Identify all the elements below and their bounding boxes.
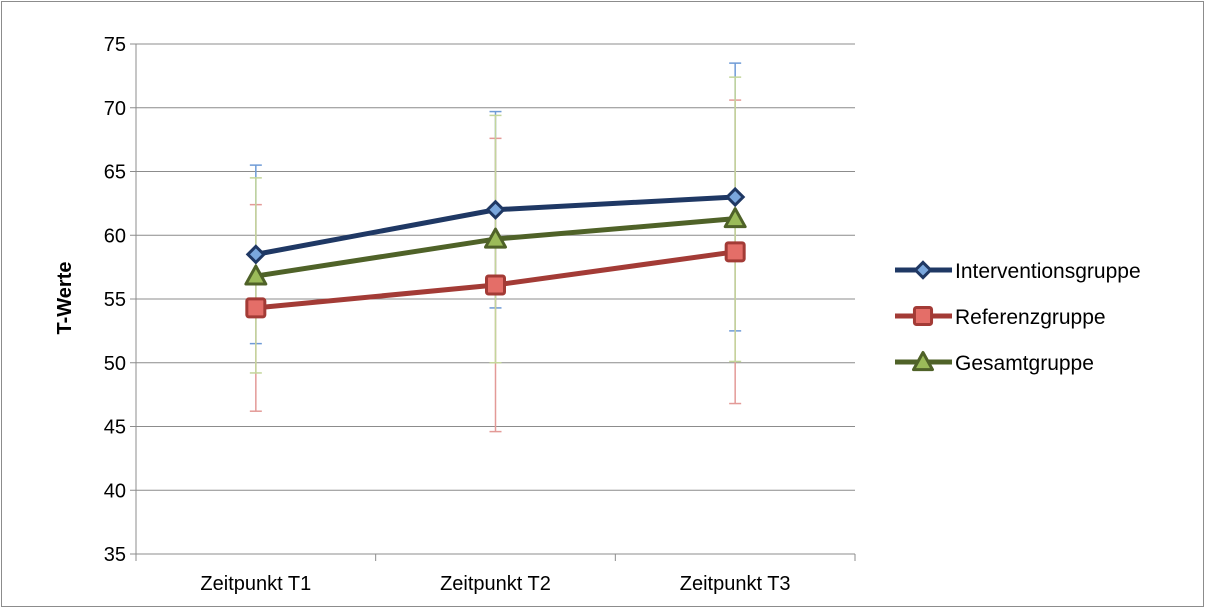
data-point-marker (484, 227, 507, 249)
legend-label: Referenzgruppe (955, 306, 1106, 329)
data-point-marker (244, 264, 268, 286)
y-tick-label: 65 (104, 162, 126, 184)
legend-marker (912, 305, 934, 327)
y-tick-label: 45 (104, 417, 126, 439)
tick-labels: 35 40 45 50 55 60 65 70 75 Zeitpunkt T1 Zeitpunkt … (104, 34, 791, 595)
x-tick-label: Zeitpunkt T2 (440, 573, 551, 595)
data-point-marker (724, 241, 746, 263)
legend-marker (913, 260, 933, 280)
data-point-marker (245, 297, 267, 319)
y-tick-label: 35 (104, 544, 126, 566)
series-markers (244, 186, 747, 319)
legend-label: Interventionsgruppe (955, 260, 1141, 283)
y-tick-label: 75 (104, 34, 126, 56)
y-axis-title: T-Werte (54, 262, 76, 335)
y-tick-label: 60 (104, 225, 126, 247)
data-point-marker (485, 274, 506, 296)
data-point-marker (723, 207, 747, 229)
x-tick-label: Zeitpunkt T1 (200, 573, 311, 595)
legend-marker (912, 351, 934, 372)
y-tick-label: 55 (104, 289, 126, 311)
x-tick-label: Zeitpunkt T3 (680, 573, 791, 595)
legend-label: Gesamtgruppe (955, 352, 1094, 375)
y-tick-label: 40 (104, 480, 126, 502)
legend: Interventionsgruppe Referenzgruppe Gesamtg… (895, 260, 1141, 375)
axes (130, 43, 856, 561)
y-tick-label: 50 (104, 353, 126, 375)
y-tick-label: 70 (104, 98, 126, 120)
data-point-marker (245, 244, 266, 265)
data-point-marker (725, 186, 746, 208)
data-point-marker (485, 199, 506, 220)
